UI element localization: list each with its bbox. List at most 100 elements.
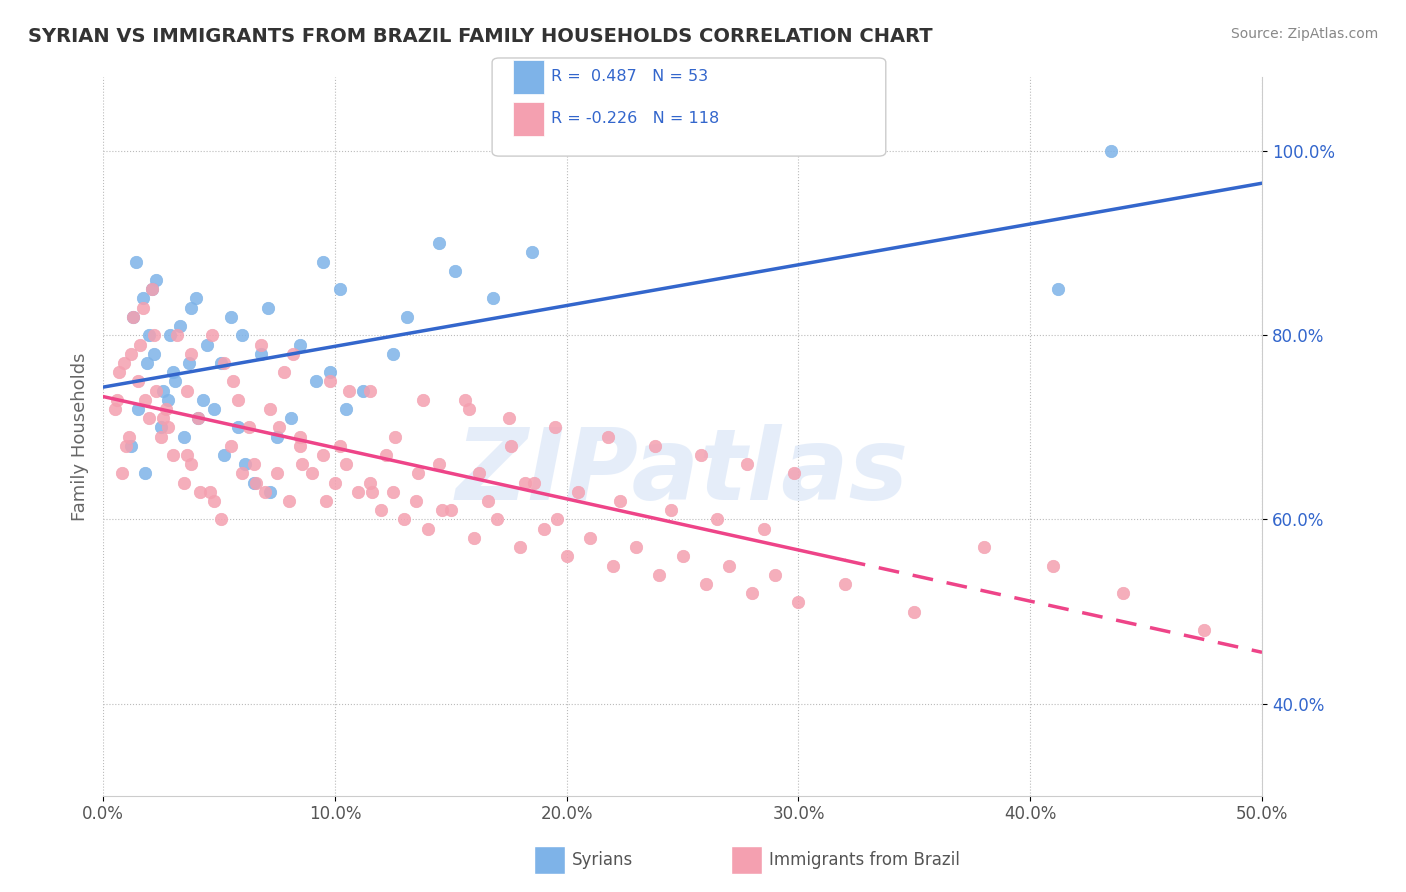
- Point: [301, 467, 323, 481]
- Point: [112, 356, 135, 370]
- Point: [520, 245, 543, 260]
- Point: [361, 484, 384, 499]
- Point: [312, 448, 335, 462]
- Point: [226, 392, 249, 407]
- Point: [1192, 623, 1215, 637]
- Point: [115, 439, 138, 453]
- Point: [648, 567, 671, 582]
- Point: [477, 494, 499, 508]
- Point: [176, 384, 198, 398]
- Point: [374, 448, 396, 462]
- Point: [523, 475, 546, 490]
- Point: [408, 467, 430, 481]
- Point: [233, 457, 256, 471]
- Text: Syrians: Syrians: [572, 851, 634, 869]
- Point: [166, 328, 188, 343]
- Point: [176, 448, 198, 462]
- Point: [145, 273, 167, 287]
- Point: [359, 384, 381, 398]
- Point: [226, 420, 249, 434]
- Point: [323, 475, 346, 490]
- Point: [266, 429, 288, 443]
- Point: [238, 420, 260, 434]
- Point: [609, 494, 631, 508]
- Point: [259, 401, 281, 416]
- Point: [187, 411, 209, 425]
- Point: [152, 384, 174, 398]
- Point: [283, 347, 305, 361]
- Point: [481, 292, 503, 306]
- Point: [269, 420, 291, 434]
- Point: [644, 439, 666, 453]
- Point: [405, 494, 427, 508]
- Point: [626, 540, 648, 554]
- Point: [288, 429, 311, 443]
- Point: [245, 475, 267, 490]
- Point: [498, 411, 520, 425]
- Point: [381, 484, 404, 499]
- Y-axis label: Family Households: Family Households: [72, 352, 89, 521]
- Point: [197, 337, 219, 351]
- Text: SYRIAN VS IMMIGRANTS FROM BRAZIL FAMILY HOUSEHOLDS CORRELATION CHART: SYRIAN VS IMMIGRANTS FROM BRAZIL FAMILY …: [28, 27, 932, 45]
- Point: [134, 467, 156, 481]
- Point: [458, 401, 481, 416]
- Point: [706, 512, 728, 526]
- Point: [152, 411, 174, 425]
- Point: [513, 475, 536, 490]
- Point: [328, 439, 350, 453]
- Point: [105, 392, 128, 407]
- Point: [190, 484, 212, 499]
- Point: [143, 347, 166, 361]
- Point: [555, 549, 578, 564]
- Point: [335, 457, 357, 471]
- Point: [973, 540, 995, 554]
- Point: [212, 356, 235, 370]
- Point: [122, 310, 145, 324]
- Point: [273, 365, 295, 379]
- Point: [291, 457, 314, 471]
- Point: [117, 429, 139, 443]
- Point: [108, 365, 131, 379]
- Point: [187, 411, 209, 425]
- Point: [219, 439, 242, 453]
- Point: [124, 254, 146, 268]
- Point: [737, 457, 759, 471]
- Point: [546, 512, 568, 526]
- Point: [198, 484, 221, 499]
- Point: [141, 282, 163, 296]
- Point: [180, 301, 202, 315]
- Point: [533, 522, 555, 536]
- Text: Immigrants from Brazil: Immigrants from Brazil: [769, 851, 960, 869]
- Point: [266, 467, 288, 481]
- Point: [249, 347, 271, 361]
- Point: [1112, 586, 1135, 600]
- Point: [315, 494, 337, 508]
- Point: [544, 420, 567, 434]
- Point: [454, 392, 477, 407]
- Point: [763, 567, 786, 582]
- Point: [395, 310, 418, 324]
- Point: [328, 282, 350, 296]
- Point: [141, 282, 163, 296]
- Point: [381, 347, 404, 361]
- Point: [463, 531, 485, 545]
- Point: [162, 448, 184, 462]
- Text: Source: ZipAtlas.com: Source: ZipAtlas.com: [1230, 27, 1378, 41]
- Point: [1047, 282, 1070, 296]
- Point: [134, 392, 156, 407]
- Point: [598, 429, 620, 443]
- Point: [120, 347, 142, 361]
- Point: [111, 467, 134, 481]
- Point: [1099, 144, 1122, 158]
- Point: [834, 577, 856, 591]
- Point: [440, 503, 463, 517]
- Point: [280, 411, 302, 425]
- Point: [690, 448, 713, 462]
- Point: [155, 401, 177, 416]
- Point: [444, 264, 467, 278]
- Point: [145, 384, 167, 398]
- Point: [671, 549, 693, 564]
- Point: [180, 457, 202, 471]
- Point: [136, 356, 159, 370]
- Point: [567, 484, 589, 499]
